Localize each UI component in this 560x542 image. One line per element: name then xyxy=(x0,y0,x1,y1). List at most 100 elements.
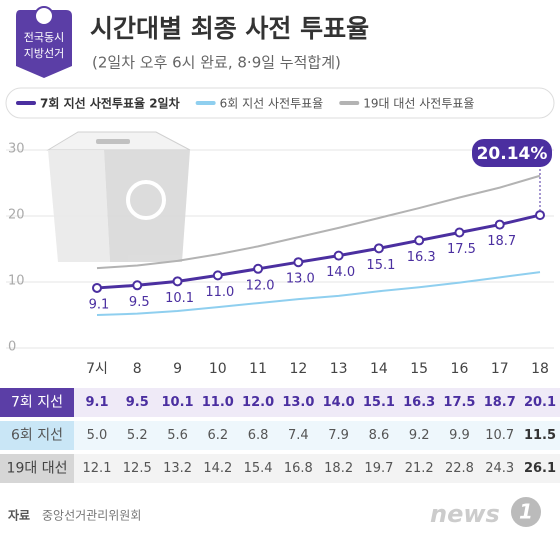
badge-seal xyxy=(34,6,54,26)
value-label: 10.1 xyxy=(165,291,194,306)
value-label: 12.0 xyxy=(246,278,275,293)
y-tick-label: 10 xyxy=(8,274,25,289)
legend-label: 7회 지선 사전투표율 2일차 xyxy=(40,96,180,111)
point xyxy=(373,243,384,254)
chart-title: 시간대별 최종 사전 투표율 xyxy=(90,14,369,43)
point xyxy=(414,235,425,246)
table-cell: 7.4 xyxy=(288,428,309,443)
table-cell: 11.5 xyxy=(524,428,556,443)
table-cell: 14.0 xyxy=(323,395,355,410)
value-label: 20.14% xyxy=(477,144,548,164)
point xyxy=(333,250,344,261)
table-cell: 24.3 xyxy=(485,461,514,476)
badge-line: 지방선거 xyxy=(24,47,64,60)
legend-label: 6회 지선 사전투표율 xyxy=(220,97,324,111)
table-cell: 9.9 xyxy=(449,428,470,443)
series-line xyxy=(96,213,541,290)
x-tick-label: 18 xyxy=(531,361,549,377)
box-side xyxy=(48,150,110,262)
table-cell: 22.8 xyxy=(445,461,474,476)
x-tick-label: 17 xyxy=(491,361,509,377)
point xyxy=(92,282,102,293)
table-cell: 26.1 xyxy=(524,461,556,476)
table-cell: 12.5 xyxy=(123,461,152,476)
table-cell: 17.5 xyxy=(443,395,475,410)
value-label: 13.0 xyxy=(286,272,315,287)
legend-box xyxy=(5,87,555,119)
table-cell: 5.2 xyxy=(127,428,148,443)
table-cell: 16.8 xyxy=(284,461,313,476)
value-label: 18.7 xyxy=(487,234,516,249)
table-cell: 20.1 xyxy=(524,395,556,410)
table-row xyxy=(0,454,560,483)
table-cell: 11.0 xyxy=(202,395,234,410)
x-tick-label: 12 xyxy=(289,361,307,377)
table-cell: 13.2 xyxy=(163,461,192,476)
table-cell: 15.1 xyxy=(363,395,395,410)
table-cell: 5.0 xyxy=(87,428,108,443)
y-tick-label: 0 xyxy=(8,340,16,355)
table-cell: 8.6 xyxy=(369,428,390,443)
point xyxy=(253,263,264,274)
callout-box xyxy=(472,139,552,167)
legend-label: 19대 대선 사전투표율 xyxy=(363,97,474,111)
badge: 전국동시 지방선거 xyxy=(16,6,72,78)
table-cell: 9.1 xyxy=(85,395,108,410)
x-tick-label: 7시 xyxy=(86,361,108,377)
ballot-box xyxy=(46,131,191,262)
value-label: 15.1 xyxy=(366,258,395,273)
x-tick-label: 15 xyxy=(410,361,428,377)
badge-line: 전국동시 xyxy=(24,31,64,44)
table-cell: 18.7 xyxy=(484,395,516,410)
badge-shape xyxy=(16,10,72,78)
table-cell: 6.8 xyxy=(248,428,269,443)
point xyxy=(132,280,143,291)
x-tick-label: 9 xyxy=(173,361,182,377)
row-header-bg xyxy=(0,421,74,450)
x-tick-label: 10 xyxy=(209,361,227,377)
y-tick-label: 30 xyxy=(8,142,25,157)
table-cell: 5.6 xyxy=(167,428,188,443)
table-cell: 14.2 xyxy=(203,461,232,476)
point xyxy=(172,276,183,287)
point xyxy=(494,219,505,230)
row-header-bg xyxy=(0,454,74,483)
table-cell: 9.5 xyxy=(126,395,149,410)
value-label: 14.0 xyxy=(326,265,355,280)
logo-text: news xyxy=(430,500,500,528)
box-slot xyxy=(96,139,130,144)
source: 중앙선거관리위원회 xyxy=(42,509,141,523)
value-label: 9.1 xyxy=(89,297,110,312)
source-label: 자료 xyxy=(8,508,30,523)
chart-subtitle: (2일차 오후 6시 완료, 8·9일 누적합계) xyxy=(92,54,341,72)
value-label: 16.3 xyxy=(407,250,436,265)
y-tick-label: 20 xyxy=(8,208,25,223)
x-tick-label: 16 xyxy=(451,361,469,377)
series-line xyxy=(96,174,541,270)
table-cell: 13.0 xyxy=(282,395,314,410)
point xyxy=(293,257,304,268)
x-tick-label: 13 xyxy=(330,361,348,377)
series-line xyxy=(96,271,541,316)
value-label: 11.0 xyxy=(205,285,234,300)
table-row xyxy=(0,388,560,417)
table-cell: 19.7 xyxy=(364,461,393,476)
table-cell: 12.0 xyxy=(242,395,274,410)
row-header-bg xyxy=(0,388,74,417)
table-cell: 15.4 xyxy=(244,461,273,476)
row-header: 7회 지선 xyxy=(11,395,63,411)
table-cell: 7.9 xyxy=(328,428,349,443)
row-header: 19대 대선 xyxy=(7,461,68,477)
table-cell: 18.2 xyxy=(324,461,353,476)
point xyxy=(454,227,465,238)
table-cell: 10.7 xyxy=(485,428,514,443)
x-tick-label: 11 xyxy=(249,361,267,377)
table-cell: 12.1 xyxy=(83,461,112,476)
x-tick-label: 8 xyxy=(133,361,142,377)
value-label: 17.5 xyxy=(447,242,476,257)
point xyxy=(212,270,223,281)
table-cell: 6.2 xyxy=(207,428,228,443)
table-cell: 9.2 xyxy=(409,428,430,443)
table-cell: 16.3 xyxy=(403,395,435,410)
